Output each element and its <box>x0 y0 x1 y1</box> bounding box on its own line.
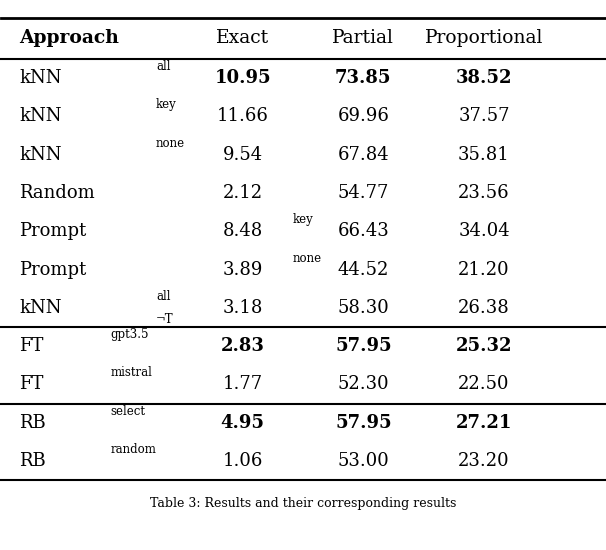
Text: 35.81: 35.81 <box>458 146 510 163</box>
Text: 58.30: 58.30 <box>338 299 389 317</box>
Text: Prompt: Prompt <box>19 222 87 240</box>
Text: Partial: Partial <box>332 29 395 47</box>
Text: 27.21: 27.21 <box>456 414 512 432</box>
Text: FT: FT <box>19 337 44 355</box>
Text: 66.43: 66.43 <box>338 222 389 240</box>
Text: Random: Random <box>19 184 95 202</box>
Text: 8.48: 8.48 <box>222 222 263 240</box>
Text: 38.52: 38.52 <box>456 69 512 87</box>
Text: 21.20: 21.20 <box>458 261 510 278</box>
Text: ¬T: ¬T <box>156 313 173 326</box>
Text: none: none <box>156 136 185 150</box>
Text: gpt3.5: gpt3.5 <box>110 328 149 341</box>
Text: 57.95: 57.95 <box>335 337 391 355</box>
Text: Table 3: Results and their corresponding results: Table 3: Results and their corresponding… <box>150 497 456 510</box>
Text: 53.00: 53.00 <box>338 452 389 470</box>
Text: 26.38: 26.38 <box>458 299 510 317</box>
Text: 23.20: 23.20 <box>458 452 510 470</box>
Text: 1.06: 1.06 <box>222 452 263 470</box>
Text: RB: RB <box>19 414 46 432</box>
Text: RB: RB <box>19 452 46 470</box>
Text: Exact: Exact <box>216 29 269 47</box>
Text: 69.96: 69.96 <box>338 107 389 125</box>
Text: 54.77: 54.77 <box>338 184 389 202</box>
Text: random: random <box>110 443 156 456</box>
Text: mistral: mistral <box>110 366 152 379</box>
Text: key: key <box>292 213 313 226</box>
Text: 4.95: 4.95 <box>221 414 265 432</box>
Text: 3.89: 3.89 <box>222 261 263 278</box>
Text: 22.50: 22.50 <box>458 376 510 393</box>
Text: 67.84: 67.84 <box>338 146 389 163</box>
Text: select: select <box>110 405 145 418</box>
Text: 3.18: 3.18 <box>222 299 263 317</box>
Text: key: key <box>156 98 177 111</box>
Text: kNN: kNN <box>19 299 62 317</box>
Text: 34.04: 34.04 <box>458 222 510 240</box>
Text: 25.32: 25.32 <box>456 337 512 355</box>
Text: 11.66: 11.66 <box>217 107 268 125</box>
Text: Approach: Approach <box>19 29 119 47</box>
Text: 1.77: 1.77 <box>222 376 263 393</box>
Text: Proportional: Proportional <box>425 29 543 47</box>
Text: 52.30: 52.30 <box>338 376 389 393</box>
Text: Prompt: Prompt <box>19 261 87 278</box>
Text: 44.52: 44.52 <box>338 261 389 278</box>
Text: 2.12: 2.12 <box>222 184 263 202</box>
Text: 23.56: 23.56 <box>458 184 510 202</box>
Text: 57.95: 57.95 <box>335 414 391 432</box>
Text: 37.57: 37.57 <box>458 107 510 125</box>
Text: 73.85: 73.85 <box>335 69 391 87</box>
Text: FT: FT <box>19 376 44 393</box>
Text: none: none <box>292 251 322 265</box>
Text: kNN: kNN <box>19 69 62 87</box>
Text: 2.83: 2.83 <box>221 337 265 355</box>
Text: all: all <box>156 60 170 73</box>
Text: 10.95: 10.95 <box>215 69 271 87</box>
Text: kNN: kNN <box>19 146 62 163</box>
Text: all: all <box>156 290 170 303</box>
Text: 9.54: 9.54 <box>222 146 263 163</box>
Text: kNN: kNN <box>19 107 62 125</box>
